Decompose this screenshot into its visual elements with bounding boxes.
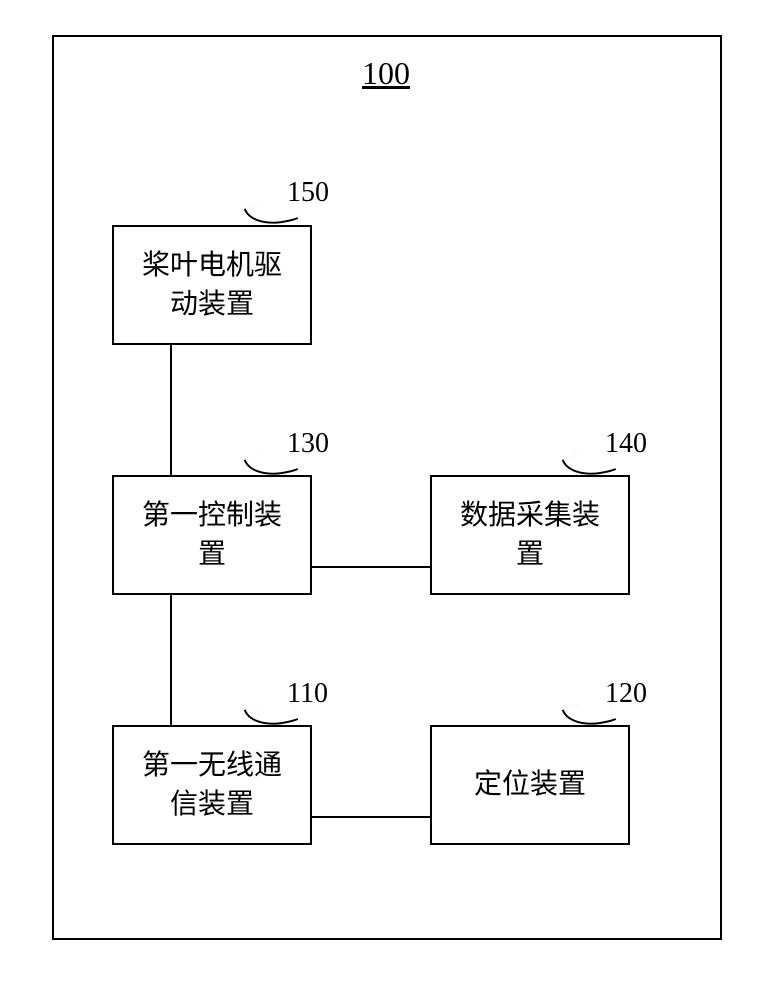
box-first-wireless-comm: 第一无线通信装置 (112, 725, 312, 845)
box-data-collection: 数据采集装置 (430, 475, 630, 595)
diagram-title: 100 (362, 55, 410, 92)
connector-130-140 (312, 566, 430, 568)
box-label: 数据采集装置 (460, 496, 600, 574)
box-first-control: 第一控制装置 (112, 475, 312, 595)
box-label: 第一控制装置 (142, 496, 282, 574)
box-label: 桨叶电机驱动装置 (142, 246, 282, 324)
box-label: 定位装置 (474, 765, 586, 804)
box-blade-motor-drive: 桨叶电机驱动装置 (112, 225, 312, 345)
connector-130-110 (170, 595, 172, 725)
box-label: 第一无线通信装置 (142, 746, 282, 824)
connector-110-120 (312, 816, 430, 818)
box-positioning: 定位装置 (430, 725, 630, 845)
connector-150-130 (170, 345, 172, 475)
